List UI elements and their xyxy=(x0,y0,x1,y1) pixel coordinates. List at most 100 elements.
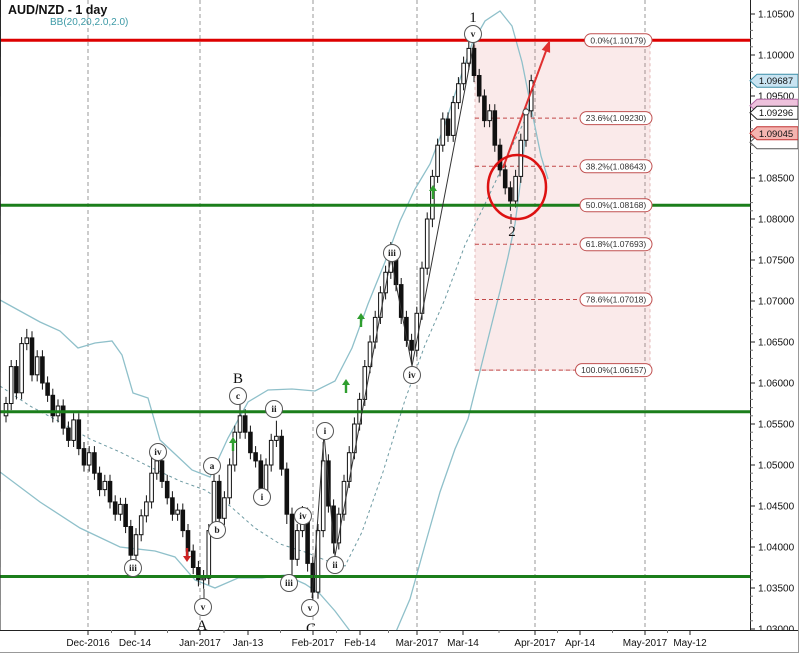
candle xyxy=(164,474,170,505)
candle xyxy=(289,507,295,575)
date-axis-label: May-12 xyxy=(673,638,707,649)
fib-label-pill: 38.2%(1.08643) xyxy=(579,159,653,174)
date-axis-label: Jan-2017 xyxy=(179,638,221,649)
fib-label-pill: 61.8%(1.07693) xyxy=(579,237,653,252)
candle xyxy=(513,169,518,208)
candle xyxy=(227,458,232,505)
elliott-wave-zigzag xyxy=(203,41,512,602)
svg-text:A: A xyxy=(197,618,208,634)
candle xyxy=(284,462,290,524)
price-axis-label: 1.07500 xyxy=(758,256,795,267)
date-axis-label: Feb-2017 xyxy=(292,638,335,649)
candle xyxy=(45,376,50,402)
candle xyxy=(196,560,201,587)
candle xyxy=(14,360,19,400)
date-axis-label: May-2017 xyxy=(623,638,668,649)
date-axis-label: Feb-14 xyxy=(344,638,376,649)
candle xyxy=(34,350,40,382)
date-axis-label: Jan-13 xyxy=(233,638,264,649)
wave-label-iii: iii xyxy=(124,559,142,577)
fib-label-pill: 23.6%(1.09230) xyxy=(579,111,653,126)
candle xyxy=(24,328,30,351)
candle xyxy=(97,466,102,497)
chart-title: AUD/NZD - 1 day xyxy=(8,3,108,17)
date-axis-label: Apr-2017 xyxy=(514,638,556,649)
bollinger-upper-band xyxy=(0,10,549,478)
candle xyxy=(502,163,508,195)
buy-arrow-marker xyxy=(429,185,437,199)
candle xyxy=(8,360,14,411)
bollinger-indicator-label[interactable]: BB(20,20,2.0,2.0) xyxy=(50,17,129,28)
candle xyxy=(315,524,321,599)
buy-arrow-marker xyxy=(357,313,365,327)
wave-label-iv: iv xyxy=(294,507,312,525)
candle xyxy=(248,425,253,460)
price-axis[interactable]: 1.030001.035001.040001.045001.050001.055… xyxy=(749,0,800,653)
wave-label-C: C xyxy=(306,621,316,637)
candle xyxy=(466,41,472,70)
candle xyxy=(445,112,451,142)
wave-label-B: B xyxy=(233,371,243,387)
svg-text:c: c xyxy=(236,392,240,402)
fib-label-pill: 0.0%(1.10179) xyxy=(584,33,653,48)
svg-text:61.8%(1.07693): 61.8%(1.07693) xyxy=(586,239,647,249)
buy-arrow-marker xyxy=(342,379,350,393)
candle xyxy=(367,335,373,374)
projection-arrow-head[interactable] xyxy=(541,40,551,53)
candle xyxy=(175,503,180,521)
month-gridlines xyxy=(87,0,646,630)
date-axis-label: Mar-14 xyxy=(447,638,479,649)
fib-label-pill: 100.0%(1.06157) xyxy=(575,363,653,378)
svg-text:78.6%(1.07018): 78.6%(1.07018) xyxy=(586,295,647,305)
price-axis-label: 1.10000 xyxy=(758,51,795,62)
highlight-circle[interactable] xyxy=(486,153,548,221)
date-axis-label: Apr-14 xyxy=(565,638,595,649)
date-axis-background[interactable] xyxy=(0,630,800,653)
candle xyxy=(461,56,466,91)
wave-label-iv: iv xyxy=(149,443,167,461)
candle xyxy=(123,497,128,534)
arrow-anchor-point[interactable] xyxy=(522,108,530,116)
analysis-objects[interactable] xyxy=(486,40,551,221)
candle xyxy=(81,442,87,472)
price-axis-label: 1.08500 xyxy=(758,174,795,185)
svg-text:0.0%(1.10179): 0.0%(1.10179) xyxy=(590,35,646,45)
svg-text:iii: iii xyxy=(388,249,396,259)
wave-zigzag-line xyxy=(311,41,475,599)
candle xyxy=(253,446,258,468)
wave-label-iii: iii xyxy=(280,574,298,592)
wave-label-ii: ii xyxy=(326,556,344,574)
svg-text:v: v xyxy=(201,603,206,613)
svg-text:a: a xyxy=(210,462,215,472)
candle xyxy=(450,96,456,142)
svg-text:1.09296: 1.09296 xyxy=(759,108,793,119)
bollinger-bands xyxy=(0,10,549,649)
candle xyxy=(456,77,461,110)
candle xyxy=(201,570,206,589)
candle xyxy=(497,138,503,177)
fibonacci-labels: 0.0%(1.10179) 23.6%(1.09230) 38.2%(1.08643… xyxy=(575,33,653,378)
svg-text:38.2%(1.08643): 38.2%(1.08643) xyxy=(586,161,647,171)
candle xyxy=(440,112,446,152)
price-axis-label: 1.07000 xyxy=(758,297,795,308)
price-axis-label: 1.05500 xyxy=(758,420,795,431)
candle xyxy=(268,433,274,472)
current-price-tag: 1.09687 xyxy=(749,73,799,88)
candle xyxy=(237,401,243,439)
svg-text:iv: iv xyxy=(154,448,162,458)
price-axis-label: 1.10500 xyxy=(758,10,795,21)
fib-label-pill: 50.0%(1.08168) xyxy=(579,198,653,213)
candle xyxy=(383,265,388,300)
candle xyxy=(170,491,175,521)
candle xyxy=(107,474,113,509)
candle xyxy=(60,399,66,435)
date-axis-label: Dec-2016 xyxy=(66,638,110,649)
svg-text:v: v xyxy=(308,604,313,614)
candle xyxy=(29,331,35,382)
candle xyxy=(492,104,498,152)
wave-label-A: A xyxy=(197,618,208,634)
wave-label-v: v xyxy=(464,25,482,43)
